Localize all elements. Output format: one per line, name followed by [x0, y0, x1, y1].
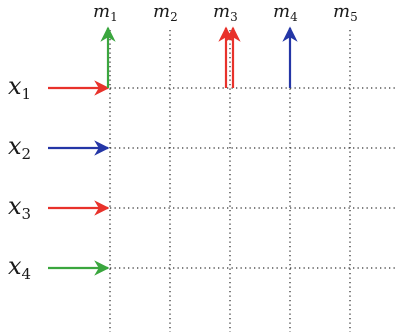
- column-labels: m1 m2 m3 m4 m5: [93, 1, 358, 24]
- column-label-m5: m5: [333, 1, 358, 24]
- column-label-m4: m4: [273, 1, 298, 24]
- column-label-m2: m2: [153, 1, 178, 24]
- row-label-x2: x2: [8, 132, 31, 163]
- row-labels: x1 x2 x3 x4: [8, 72, 31, 283]
- row-label-x3: x3: [8, 192, 31, 223]
- grid: [109, 30, 398, 332]
- column-label-m1: m1: [93, 1, 118, 24]
- row-label-x4: x4: [8, 252, 31, 283]
- column-arrows: [100, 26, 298, 88]
- row-arrows: [48, 80, 110, 276]
- row-label-x1: x1: [8, 72, 31, 103]
- column-label-m3: m3: [213, 1, 238, 24]
